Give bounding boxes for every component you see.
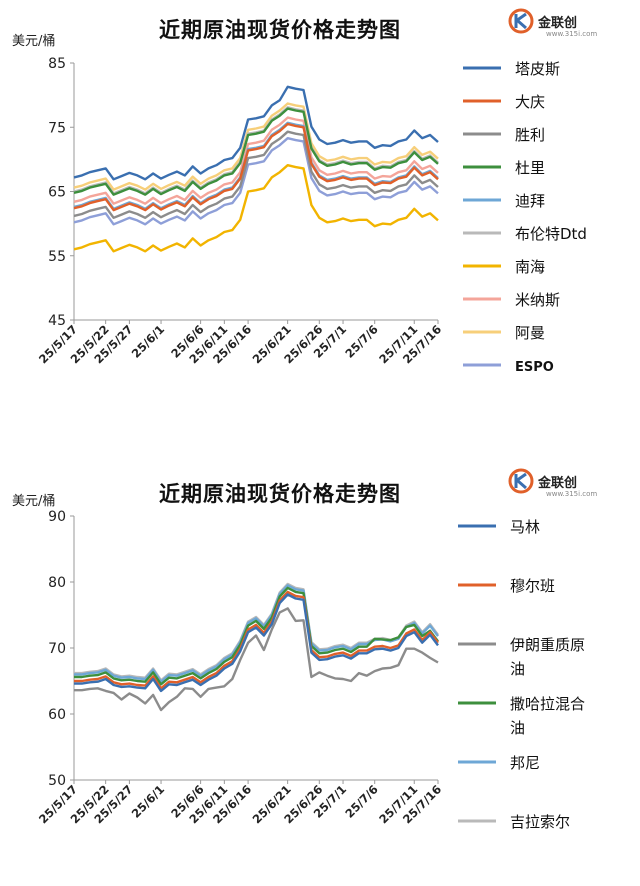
brand-name: 金联创: [538, 476, 578, 491]
legend-label: 迪拜: [515, 192, 545, 210]
series-line-大庆: [73, 122, 439, 212]
legend-label: 米纳斯: [515, 291, 560, 309]
y-tick-label: 50: [48, 773, 66, 789]
legend-label: 阿曼: [515, 324, 545, 342]
legend-label: 胜利: [515, 126, 545, 144]
series-line-穆尔班: [74, 590, 439, 690]
series-line-迪拜: [73, 121, 439, 211]
chart-title-2: 近期原油现货价格走势图: [159, 482, 401, 506]
chart-panel-2: 近期原油现货价格走势图 美元/桶 金联创 www.315i.com 50 60 70…: [0, 460, 640, 886]
y-tick-label: 45: [48, 313, 66, 329]
series-line-布伦特Dtd: [73, 106, 439, 195]
legend-label: 伊朗重质原: [510, 636, 585, 654]
y-tick-label: 70: [48, 641, 66, 657]
legend-label: 穆尔班: [510, 577, 555, 595]
y-tick-label: 55: [48, 249, 66, 265]
y-tick-label: 90: [48, 509, 66, 525]
brand-logo-icon: [508, 468, 534, 494]
y-tick-label: 60: [48, 707, 66, 723]
brand-logo-1: 金联创 www.315i.com: [508, 6, 628, 42]
legend-label: 油: [510, 660, 525, 678]
y-tick-label: 80: [48, 575, 66, 591]
series-line-南海: [73, 163, 439, 253]
legend-label: 马林: [510, 518, 540, 536]
brand-logo-icon: [508, 8, 534, 34]
legend-label: 邦尼: [510, 754, 540, 772]
series-group: [73, 85, 439, 253]
series-line-吉拉索尔: [74, 582, 439, 682]
y-unit-label-1: 美元/桶: [12, 34, 56, 49]
brand-name: 金联创: [538, 16, 578, 31]
legend-label: 油: [510, 719, 525, 737]
y-tick-label: 75: [48, 120, 66, 136]
legend-label: 撒哈拉混合: [510, 695, 585, 713]
y-tick-label: 85: [48, 56, 66, 72]
series-line-ESPO: [73, 136, 439, 226]
y-tick-label: 65: [48, 185, 66, 201]
series-line-马林: [74, 593, 439, 693]
legend-label: 吉拉索尔: [510, 813, 570, 831]
chart-panel-1: 近期原油现货价格走势图 美元/桶 金联创 www.315i.com 45 55 65…: [0, 0, 640, 430]
brand-url: www.315i.com: [546, 30, 598, 38]
brand-url: www.315i.com: [546, 490, 598, 498]
series-line-胜利: [73, 130, 439, 220]
series-line-伊朗重质原油: [74, 607, 439, 712]
legend-label: ESPO: [515, 360, 554, 375]
legend-label: 布伦特Dtd: [515, 225, 587, 243]
series-line-米纳斯: [73, 116, 439, 205]
chart-title-1: 近期原油现货价格走势图: [159, 18, 401, 42]
x-tick-label: 25/6/1: [129, 322, 167, 360]
x-tick-label: 25/7/6: [342, 322, 380, 360]
x-tick-label: 25/6/1: [129, 782, 167, 820]
x-tick-label: 25/7/6: [342, 782, 380, 820]
series-line-杜里: [73, 107, 439, 196]
brand-logo-2: 金联创 www.315i.com: [508, 466, 628, 502]
legend-label: 大庆: [515, 93, 545, 111]
legend-label: 塔皮斯: [515, 60, 560, 78]
y-unit-label-2: 美元/桶: [12, 494, 56, 509]
series-line-阿曼: [73, 102, 439, 191]
legend-label: 南海: [515, 258, 545, 276]
series-line-塔皮斯: [73, 85, 439, 181]
legend-label: 杜里: [515, 159, 545, 177]
series-line-撒哈拉混合油: [74, 586, 439, 686]
series-group: [74, 582, 439, 712]
